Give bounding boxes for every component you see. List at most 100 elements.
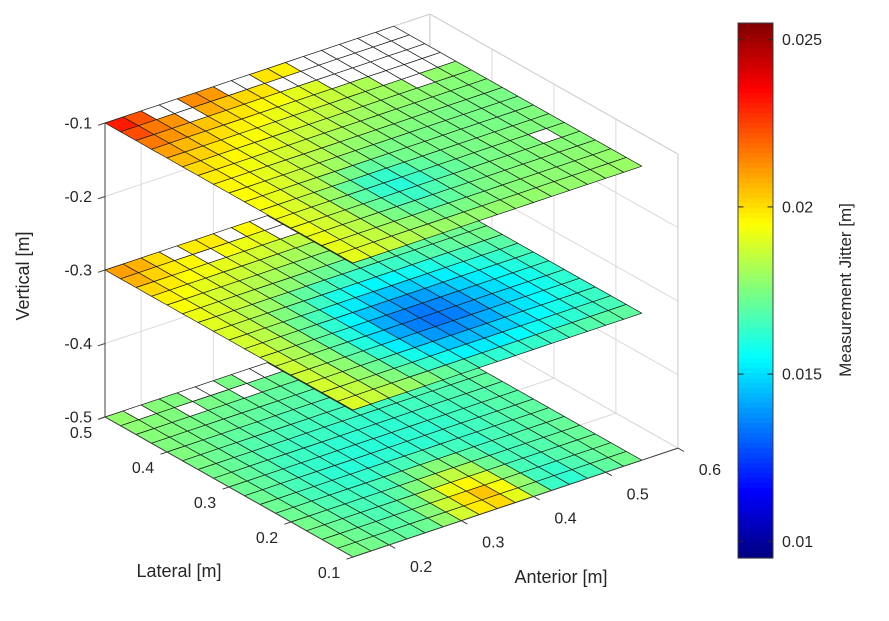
colorbar-label: Measurement Jitter [m] bbox=[836, 203, 855, 377]
colorbar-strip bbox=[738, 413, 773, 419]
lateral-axis-tick bbox=[284, 521, 292, 525]
colorbar-tick-label: 0.01 bbox=[782, 534, 813, 551]
colorbar-strip bbox=[738, 68, 773, 74]
colorbar-strip bbox=[738, 363, 773, 369]
colorbar-strip bbox=[738, 318, 773, 324]
colorbar-strip bbox=[738, 208, 773, 214]
colorbar-strip bbox=[738, 153, 773, 159]
lateral-axis-tick-label: 0.1 bbox=[318, 565, 340, 582]
colorbar-strip bbox=[738, 403, 773, 409]
colorbar-strip bbox=[738, 298, 773, 304]
colorbar-strip bbox=[738, 118, 773, 124]
colorbar-strip bbox=[738, 348, 773, 354]
colorbar-strip bbox=[738, 543, 773, 549]
colorbar-strip bbox=[738, 218, 773, 224]
colorbar-strip bbox=[738, 548, 773, 554]
box-edge bbox=[429, 13, 679, 155]
colorbar-strip bbox=[738, 103, 773, 109]
colorbar-strip bbox=[738, 398, 773, 404]
lateral-axis-tick bbox=[222, 486, 230, 490]
colorbar-strip bbox=[738, 443, 773, 449]
colorbar-strip bbox=[738, 473, 773, 479]
colorbar-strip bbox=[738, 488, 773, 494]
colorbar-strip bbox=[738, 238, 773, 244]
anterior-axis-tick-label: 0.3 bbox=[482, 535, 504, 552]
colorbar-strip bbox=[738, 308, 773, 314]
colorbar-strip bbox=[738, 388, 773, 394]
vertical-axis-tick-label: -0.2 bbox=[64, 189, 92, 206]
colorbar-strip bbox=[738, 528, 773, 534]
colorbar-strip bbox=[738, 353, 773, 359]
colorbar-strip bbox=[738, 288, 773, 294]
colorbar-tick-label: 0.02 bbox=[782, 199, 813, 216]
anterior-axis-tick bbox=[461, 520, 468, 525]
colorbar-strip bbox=[738, 193, 773, 199]
vertical-axis-label: Vertical [m] bbox=[13, 231, 33, 320]
anterior-axis-tick-label: 0.2 bbox=[410, 559, 432, 576]
colorbar-strip bbox=[738, 273, 773, 279]
colorbar-strip bbox=[738, 78, 773, 84]
colorbar-strip bbox=[738, 263, 773, 269]
anterior-axis-label: Anterior [m] bbox=[514, 567, 607, 587]
colorbar-strip bbox=[738, 468, 773, 474]
lateral-axis-tick-label: 0.5 bbox=[70, 425, 92, 442]
colorbar-tick-label: 0.015 bbox=[782, 367, 822, 384]
colorbar-strip bbox=[738, 183, 773, 189]
colorbar-strip bbox=[738, 278, 773, 284]
anterior-axis-tick bbox=[533, 496, 540, 501]
colorbar-strip bbox=[738, 303, 773, 309]
colorbar-strip bbox=[738, 253, 773, 259]
lateral-axis-tick-label: 0.3 bbox=[194, 495, 216, 512]
colorbar-tick-label: 0.025 bbox=[782, 32, 822, 49]
colorbar-strip bbox=[738, 258, 773, 264]
heatmap-cell bbox=[607, 157, 643, 173]
vertical-axis-tick-label: -0.1 bbox=[64, 116, 92, 133]
colorbar-strip bbox=[738, 333, 773, 339]
colorbar-strip bbox=[738, 123, 773, 129]
colorbar-strip bbox=[738, 498, 773, 504]
colorbar-strip bbox=[738, 433, 773, 439]
colorbar-strip bbox=[738, 378, 773, 384]
colorbar-strip bbox=[738, 198, 773, 204]
axis-labels: -0.5 -0.4 -0.3 -0.2 -0.1 0.1 0.2 0.3 0.4 0.5 0.2 0.… bbox=[13, 116, 721, 588]
anterior-axis-tick-label: 0.5 bbox=[627, 486, 649, 503]
colorbar-strip bbox=[738, 58, 773, 64]
colorbar-strip bbox=[738, 113, 773, 119]
lateral-axis-tick-label: 0.4 bbox=[132, 460, 154, 477]
colorbar: 0.01 0.015 0.02 0.025 Measurement Jitter [m] bbox=[737, 22, 855, 559]
colorbar-strip bbox=[738, 73, 773, 79]
anterior-axis-tick bbox=[388, 544, 396, 549]
colorbar-strip bbox=[738, 223, 773, 229]
colorbar-strip bbox=[738, 38, 773, 44]
colorbar-strip bbox=[738, 458, 773, 464]
colorbar-strip bbox=[738, 133, 773, 139]
colorbar-strip bbox=[738, 513, 773, 519]
lateral-axis-label: Lateral [m] bbox=[136, 561, 221, 581]
lateral-axis-tick bbox=[160, 451, 168, 455]
colorbar-strip bbox=[738, 28, 773, 34]
colorbar-strip bbox=[738, 108, 773, 114]
colorbar-strip bbox=[738, 248, 773, 254]
colorbar-strip bbox=[738, 328, 773, 334]
colorbar-strip bbox=[738, 93, 773, 99]
colorbar-strip bbox=[738, 98, 773, 104]
colorbar-strip bbox=[738, 373, 773, 379]
colorbar-strip bbox=[738, 323, 773, 329]
anterior-axis-tick bbox=[677, 447, 685, 452]
vertical-axis-tick bbox=[97, 343, 106, 347]
colorbar-strip bbox=[738, 538, 773, 544]
colorbar-strip bbox=[738, 158, 773, 164]
colorbar-strip bbox=[738, 293, 773, 299]
colorbar-strip bbox=[738, 438, 773, 444]
colorbar-strip bbox=[738, 83, 773, 89]
lateral-axis-tick-label: 0.2 bbox=[256, 530, 278, 547]
vertical-axis-tick-label: -0.5 bbox=[64, 410, 92, 427]
colorbar-strip bbox=[738, 478, 773, 484]
vertical-axis-tick bbox=[97, 269, 106, 273]
colorbar-strip bbox=[738, 448, 773, 454]
colorbar-strip bbox=[738, 23, 773, 29]
colorbar-strip bbox=[738, 358, 773, 364]
colorbar-strip bbox=[738, 48, 773, 54]
colorbar-strip bbox=[738, 463, 773, 469]
